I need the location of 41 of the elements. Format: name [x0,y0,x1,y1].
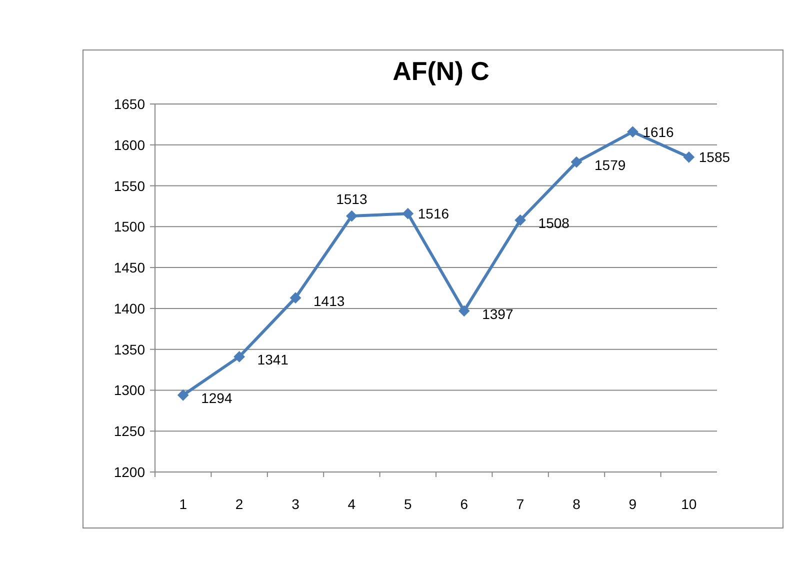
y-tick-label: 1200 [114,464,146,480]
point [458,305,470,316]
y-tick-label: 1550 [114,178,146,194]
data-label: 1413 [314,292,345,309]
x-tick-label: 9 [628,496,637,512]
data-label: 1585 [698,149,730,166]
data-label: 1579 [594,157,626,174]
point [290,292,301,304]
data-label: 1397 [482,306,514,322]
y-tick-label: 1500 [114,218,146,235]
x-tick-label: 8 [572,496,581,512]
data-label: 1516 [418,206,450,222]
x-tick-label: 3 [292,496,300,512]
y-tick-label: 1350 [114,341,146,358]
y-tick-label: 1400 [114,300,146,316]
y-tick-label: 1450 [114,260,146,276]
point [234,351,245,362]
x-tick-label: 5 [404,496,412,512]
y-tick-label: 1600 [114,136,146,153]
data-label: 1508 [538,215,570,232]
point [627,126,638,138]
point [571,156,582,168]
point [402,208,414,220]
x-tick-label: 6 [460,496,468,512]
point [514,214,526,226]
data-label: 1513 [336,191,368,208]
point [346,210,358,222]
data-label: 1616 [642,124,674,140]
y-tick-label: 1250 [114,423,146,440]
point [178,390,189,401]
x-tick-label: 10 [681,496,697,512]
x-tick-label: 4 [348,496,356,512]
chart-title: AF(N) C [392,56,490,86]
x-tick-label: 7 [516,496,524,512]
data-label: 1294 [201,390,232,406]
y-tick-label: 1650 [114,96,146,112]
y-tick-label: 1300 [114,382,146,398]
x-tick-label: 2 [235,496,244,512]
point [683,152,694,163]
x-tick-label: 1 [179,496,188,512]
data-label: 1341 [257,352,289,368]
